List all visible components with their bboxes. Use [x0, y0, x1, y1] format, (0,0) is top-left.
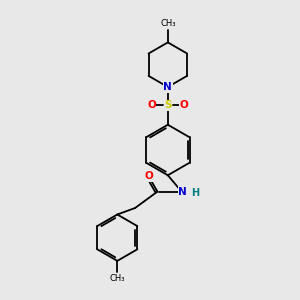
- Text: O: O: [147, 100, 156, 110]
- Text: N: N: [164, 82, 172, 92]
- Text: N: N: [178, 187, 187, 196]
- Text: CH₃: CH₃: [160, 20, 176, 28]
- Text: CH₃: CH₃: [110, 274, 125, 283]
- Text: O: O: [180, 100, 189, 110]
- Text: O: O: [144, 171, 153, 181]
- Text: H: H: [191, 188, 199, 198]
- Text: S: S: [164, 100, 172, 110]
